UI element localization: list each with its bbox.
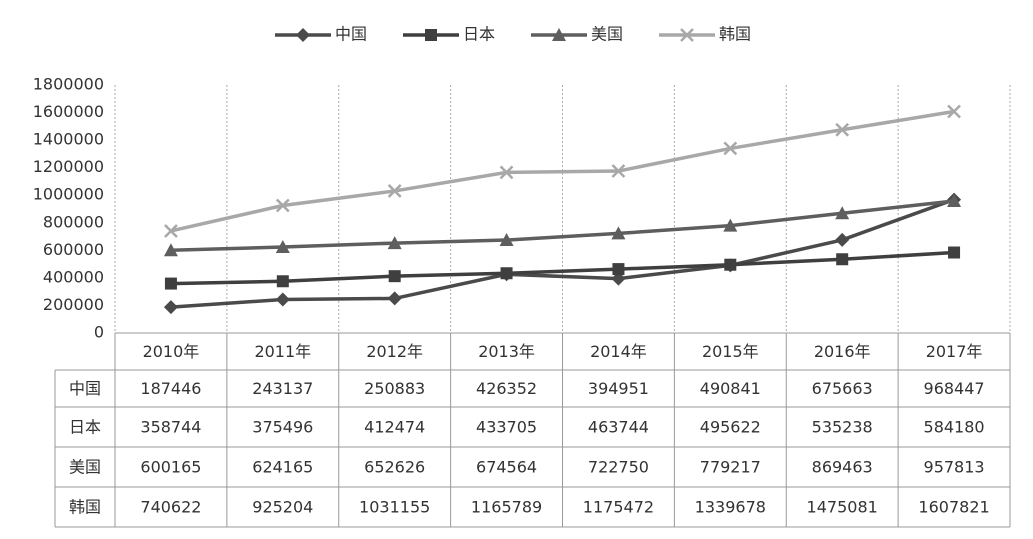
marker: [611, 226, 626, 240]
marker: [611, 164, 626, 178]
marker: [499, 165, 514, 180]
marker: [164, 277, 177, 290]
marker: [275, 292, 290, 307]
x-tick-label: 2014年: [590, 342, 647, 361]
series-line: [170, 199, 955, 253]
table-cell: 187446: [140, 379, 201, 398]
table-cell: 394951: [588, 379, 649, 398]
x-tick-label: 2013年: [478, 342, 535, 361]
table-cell: 624165: [252, 458, 313, 477]
table-cell: 925204: [252, 498, 313, 517]
table-cell: 463744: [588, 418, 649, 437]
table-cell: 584180: [924, 418, 985, 437]
table-cell: 426352: [476, 379, 537, 398]
marker: [425, 29, 437, 41]
marker: [387, 236, 402, 250]
table-cell: 722750: [588, 458, 649, 477]
table-cell: 358744: [140, 418, 201, 437]
marker: [163, 300, 178, 315]
table-cell: 1175472: [583, 498, 654, 517]
table-cell: 957813: [924, 458, 985, 477]
y-tick-label: 1400000: [33, 130, 104, 149]
marker: [500, 267, 513, 280]
marker: [387, 291, 402, 306]
y-tick-label: 0: [94, 323, 104, 342]
marker: [552, 28, 566, 41]
marker: [275, 198, 290, 213]
table-row-label: 日本: [69, 418, 101, 437]
table-cell: 495622: [700, 418, 761, 437]
table-cell: 968447: [924, 379, 985, 398]
table-cell: 869463: [812, 458, 873, 477]
y-tick-label: 400000: [43, 267, 104, 286]
x-tick-label: 2011年: [254, 342, 311, 361]
table-cell: 1339678: [695, 498, 766, 517]
table-cell: 433705: [476, 418, 537, 437]
legend-label: 中国: [335, 25, 367, 44]
marker: [388, 270, 401, 283]
table-cell: 600165: [140, 458, 201, 477]
y-tick-label: 200000: [43, 295, 104, 314]
marker: [947, 194, 962, 208]
table-cell: 1475081: [807, 498, 878, 517]
legend-label: 韩国: [719, 25, 751, 44]
table-cell: 1031155: [359, 498, 430, 517]
marker: [163, 243, 178, 257]
table-cell: 675663: [812, 379, 873, 398]
table-row-label: 美国: [69, 458, 101, 477]
y-tick-label: 1200000: [33, 157, 104, 176]
table-cell: 243137: [252, 379, 313, 398]
marker: [275, 240, 290, 254]
marker: [835, 122, 850, 137]
table-cell: 1165789: [471, 498, 542, 517]
table-cell: 1607821: [918, 498, 989, 517]
marker: [276, 275, 289, 288]
table-cell: 535238: [812, 418, 873, 437]
x-tick-label: 2015年: [702, 342, 759, 361]
series-line: [170, 197, 955, 309]
table-cell: 779217: [700, 458, 761, 477]
series-line: [170, 109, 955, 233]
table-row-label: 韩国: [69, 498, 101, 517]
marker: [387, 184, 402, 198]
marker: [724, 258, 737, 271]
legend-label: 日本: [463, 25, 495, 44]
marker: [835, 232, 850, 247]
table-cell: 412474: [364, 418, 425, 437]
x-tick-label: 2012年: [366, 342, 423, 361]
y-tick-label: 800000: [43, 212, 104, 231]
x-tick-label: 2016年: [814, 342, 871, 361]
table-cell: 250883: [364, 379, 425, 398]
marker: [499, 233, 514, 247]
marker: [612, 263, 625, 276]
marker: [948, 246, 961, 259]
table-cell: 674564: [476, 458, 537, 477]
table-cell: 375496: [252, 418, 313, 437]
marker: [835, 206, 850, 220]
marker: [296, 28, 310, 42]
series-line: [170, 250, 955, 286]
y-tick-label: 1600000: [33, 102, 104, 121]
marker: [680, 28, 694, 42]
x-tick-label: 2010年: [143, 342, 200, 361]
y-tick-label: 1800000: [33, 75, 104, 94]
y-tick-label: 1000000: [33, 185, 104, 204]
table-row-label: 中国: [69, 379, 101, 398]
table-cell: 740622: [140, 498, 201, 517]
marker: [723, 218, 738, 232]
legend-label: 美国: [591, 25, 623, 44]
x-tick-label: 2017年: [926, 342, 983, 361]
marker: [836, 253, 849, 266]
y-tick-label: 600000: [43, 240, 104, 259]
marker: [947, 104, 961, 119]
table-cell: 652626: [364, 458, 425, 477]
marker: [723, 141, 738, 156]
marker: [164, 224, 178, 238]
table-cell: 490841: [700, 379, 761, 398]
